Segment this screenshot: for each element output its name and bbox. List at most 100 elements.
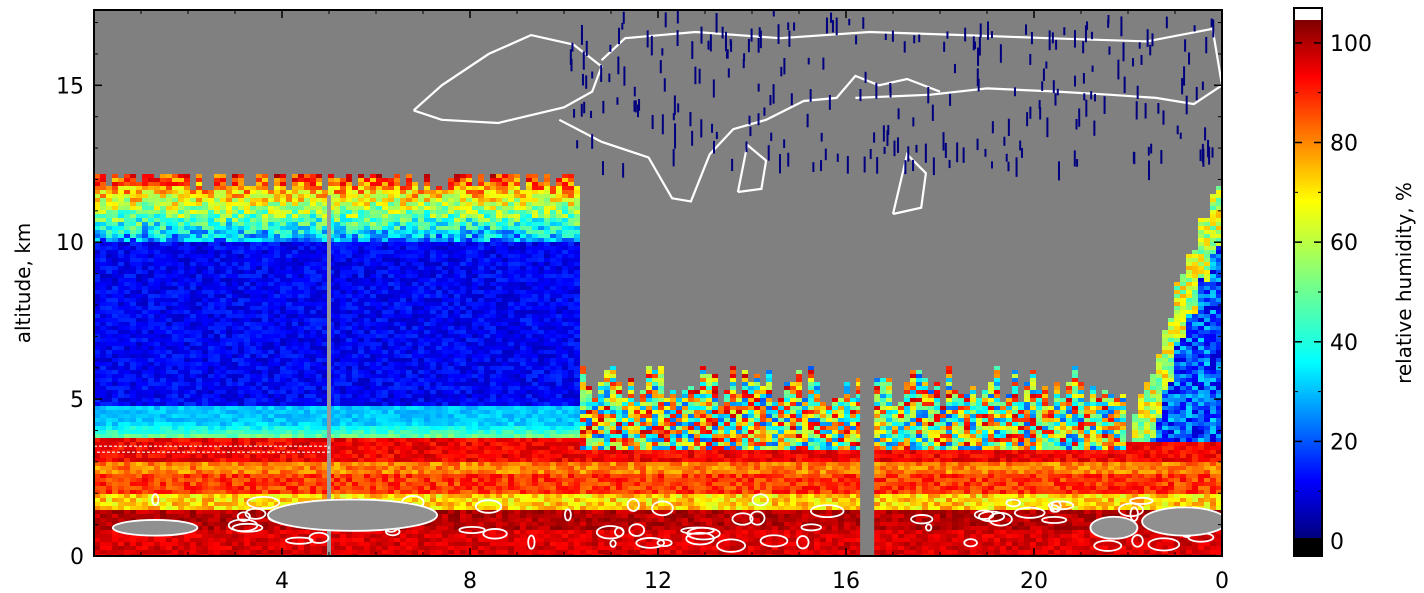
high-level-point	[1147, 146, 1150, 156]
low-cloud-contour	[1013, 506, 1046, 519]
low-cloud-contour	[759, 534, 789, 548]
y-axis-label: altitude, km	[11, 223, 35, 344]
high-level-point	[729, 39, 732, 46]
high-level-point	[1150, 143, 1153, 154]
colorbar-gradient	[1294, 20, 1322, 538]
high-level-point	[1086, 21, 1089, 31]
high-level-point	[1201, 81, 1204, 91]
high-level-point	[674, 130, 677, 149]
low-cloud-contour	[963, 538, 978, 548]
low-cloud-blob	[1089, 515, 1139, 540]
high-level-point	[875, 82, 878, 99]
high-level-point	[581, 73, 584, 86]
high-level-point	[622, 11, 625, 24]
high-level-point	[661, 48, 664, 56]
high-level-point	[1138, 42, 1141, 49]
high-level-point	[1007, 161, 1010, 172]
high-level-point	[820, 132, 823, 142]
high-level-point	[884, 33, 887, 41]
low-cloud-contour	[800, 523, 822, 532]
data-gap-streak	[327, 195, 331, 556]
high-level-point	[1056, 88, 1059, 96]
high-level-point	[709, 34, 712, 52]
high-level-point	[976, 68, 979, 86]
high-level-point	[767, 145, 770, 161]
high-level-point	[712, 79, 715, 98]
high-level-point	[886, 130, 889, 147]
high-level-point	[830, 12, 833, 23]
high-level-point	[956, 142, 959, 163]
low-cloud-contour	[527, 534, 536, 550]
high-level-point	[618, 27, 621, 45]
y-tick-label: 5	[70, 388, 84, 413]
high-level-point	[984, 148, 987, 157]
high-level-point	[757, 83, 760, 92]
high-level-point	[747, 38, 750, 53]
high-level-point	[590, 110, 593, 118]
colorbar-tick-label: 0	[1330, 530, 1344, 555]
high-level-point	[1030, 32, 1033, 45]
high-level-point	[783, 57, 786, 75]
high-level-point	[863, 156, 866, 173]
high-level-point	[700, 26, 703, 44]
high-level-point	[828, 94, 831, 110]
high-level-point	[676, 10, 679, 24]
high-level-point	[759, 30, 762, 49]
high-level-point	[743, 53, 746, 61]
high-level-point	[1093, 120, 1096, 136]
high-level-point	[750, 28, 753, 42]
high-level-point	[1149, 44, 1152, 56]
high-level-point	[1205, 36, 1208, 54]
high-level-point	[1162, 110, 1165, 125]
high-level-point	[1107, 19, 1110, 28]
high-level-point	[1029, 106, 1032, 119]
low-cloud-blob	[111, 519, 199, 537]
high-level-point	[903, 41, 906, 53]
high-level-point	[691, 130, 694, 146]
high-level-point	[862, 17, 865, 29]
high-level-point	[1052, 80, 1055, 94]
high-level-point	[663, 78, 666, 92]
high-level-point	[770, 132, 773, 142]
high-level-point	[977, 47, 980, 66]
high-level-point	[1083, 93, 1086, 101]
high-level-point	[907, 146, 910, 162]
high-level-point	[600, 65, 603, 82]
high-level-point	[573, 109, 576, 118]
high-level-point	[944, 142, 947, 158]
low-cloud-contour	[1129, 496, 1154, 505]
cloud-contours	[94, 10, 1222, 553]
high-level-point	[893, 140, 896, 157]
high-level-point	[974, 41, 977, 50]
high-level-point	[585, 75, 588, 89]
high-level-point	[583, 101, 586, 114]
high-level-point	[721, 26, 724, 39]
high-level-point	[1046, 117, 1049, 138]
colorbar-under	[1294, 538, 1322, 556]
high-level-point	[1024, 24, 1027, 35]
high-level-point	[913, 35, 916, 44]
high-level-point	[601, 161, 604, 176]
low-cloud-contour	[1049, 504, 1060, 513]
low-cloud-contour	[285, 536, 314, 545]
high-level-point	[585, 40, 588, 57]
high-level-point	[712, 140, 715, 154]
high-level-point	[646, 30, 649, 48]
high-level-point	[651, 114, 654, 130]
high-level-point	[987, 21, 990, 40]
high-level-point	[1045, 61, 1048, 69]
low-cloud-contour	[227, 518, 259, 533]
high-level-point	[999, 44, 1002, 63]
high-level-point	[809, 89, 812, 102]
high-level-point	[698, 68, 701, 84]
high-level-point	[571, 42, 574, 52]
high-level-point	[1199, 149, 1202, 161]
colorbar-over	[1294, 8, 1322, 20]
high-level-point	[1148, 160, 1151, 181]
high-level-point	[1082, 73, 1085, 84]
high-level-point	[742, 58, 745, 69]
high-level-point	[1193, 25, 1196, 32]
high-level-point	[745, 141, 748, 153]
high-level-point	[1038, 100, 1041, 109]
high-level-point	[672, 149, 675, 167]
